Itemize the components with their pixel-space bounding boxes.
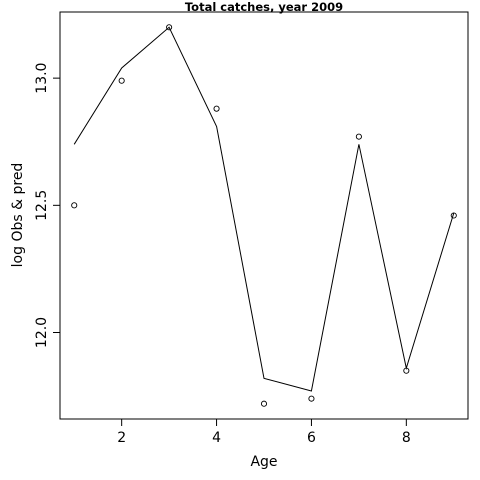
observed-point: [308, 395, 315, 402]
observed-point: [71, 202, 78, 209]
y-tick-label: 12.5: [34, 190, 50, 221]
observed-point: [260, 400, 268, 407]
series-layer: [71, 24, 457, 407]
x-tick-label: 8: [402, 430, 411, 446]
observed-point: [450, 212, 457, 219]
observed-point: [118, 77, 125, 84]
predicted-line: [73, 26, 455, 392]
x-tick-label: 6: [307, 430, 316, 446]
x-tick-label: 2: [117, 430, 126, 446]
y-tick-label: 12.0: [34, 317, 50, 348]
x-tick-label: 4: [212, 430, 221, 446]
observed-point: [166, 24, 173, 31]
y-axis-label: log Obs & pred: [10, 163, 26, 268]
x-axis-label: Age: [250, 454, 277, 470]
x-axis: 2 4 6 8: [117, 418, 411, 446]
y-axis: 12.0 12.5 13.0: [34, 63, 60, 348]
observed-point: [213, 105, 220, 112]
chart-title: Total catches, year 2009: [185, 0, 343, 14]
y-tick-label: 13.0: [34, 63, 50, 94]
plot-frame: [59, 11, 469, 420]
observed-point: [355, 133, 362, 140]
